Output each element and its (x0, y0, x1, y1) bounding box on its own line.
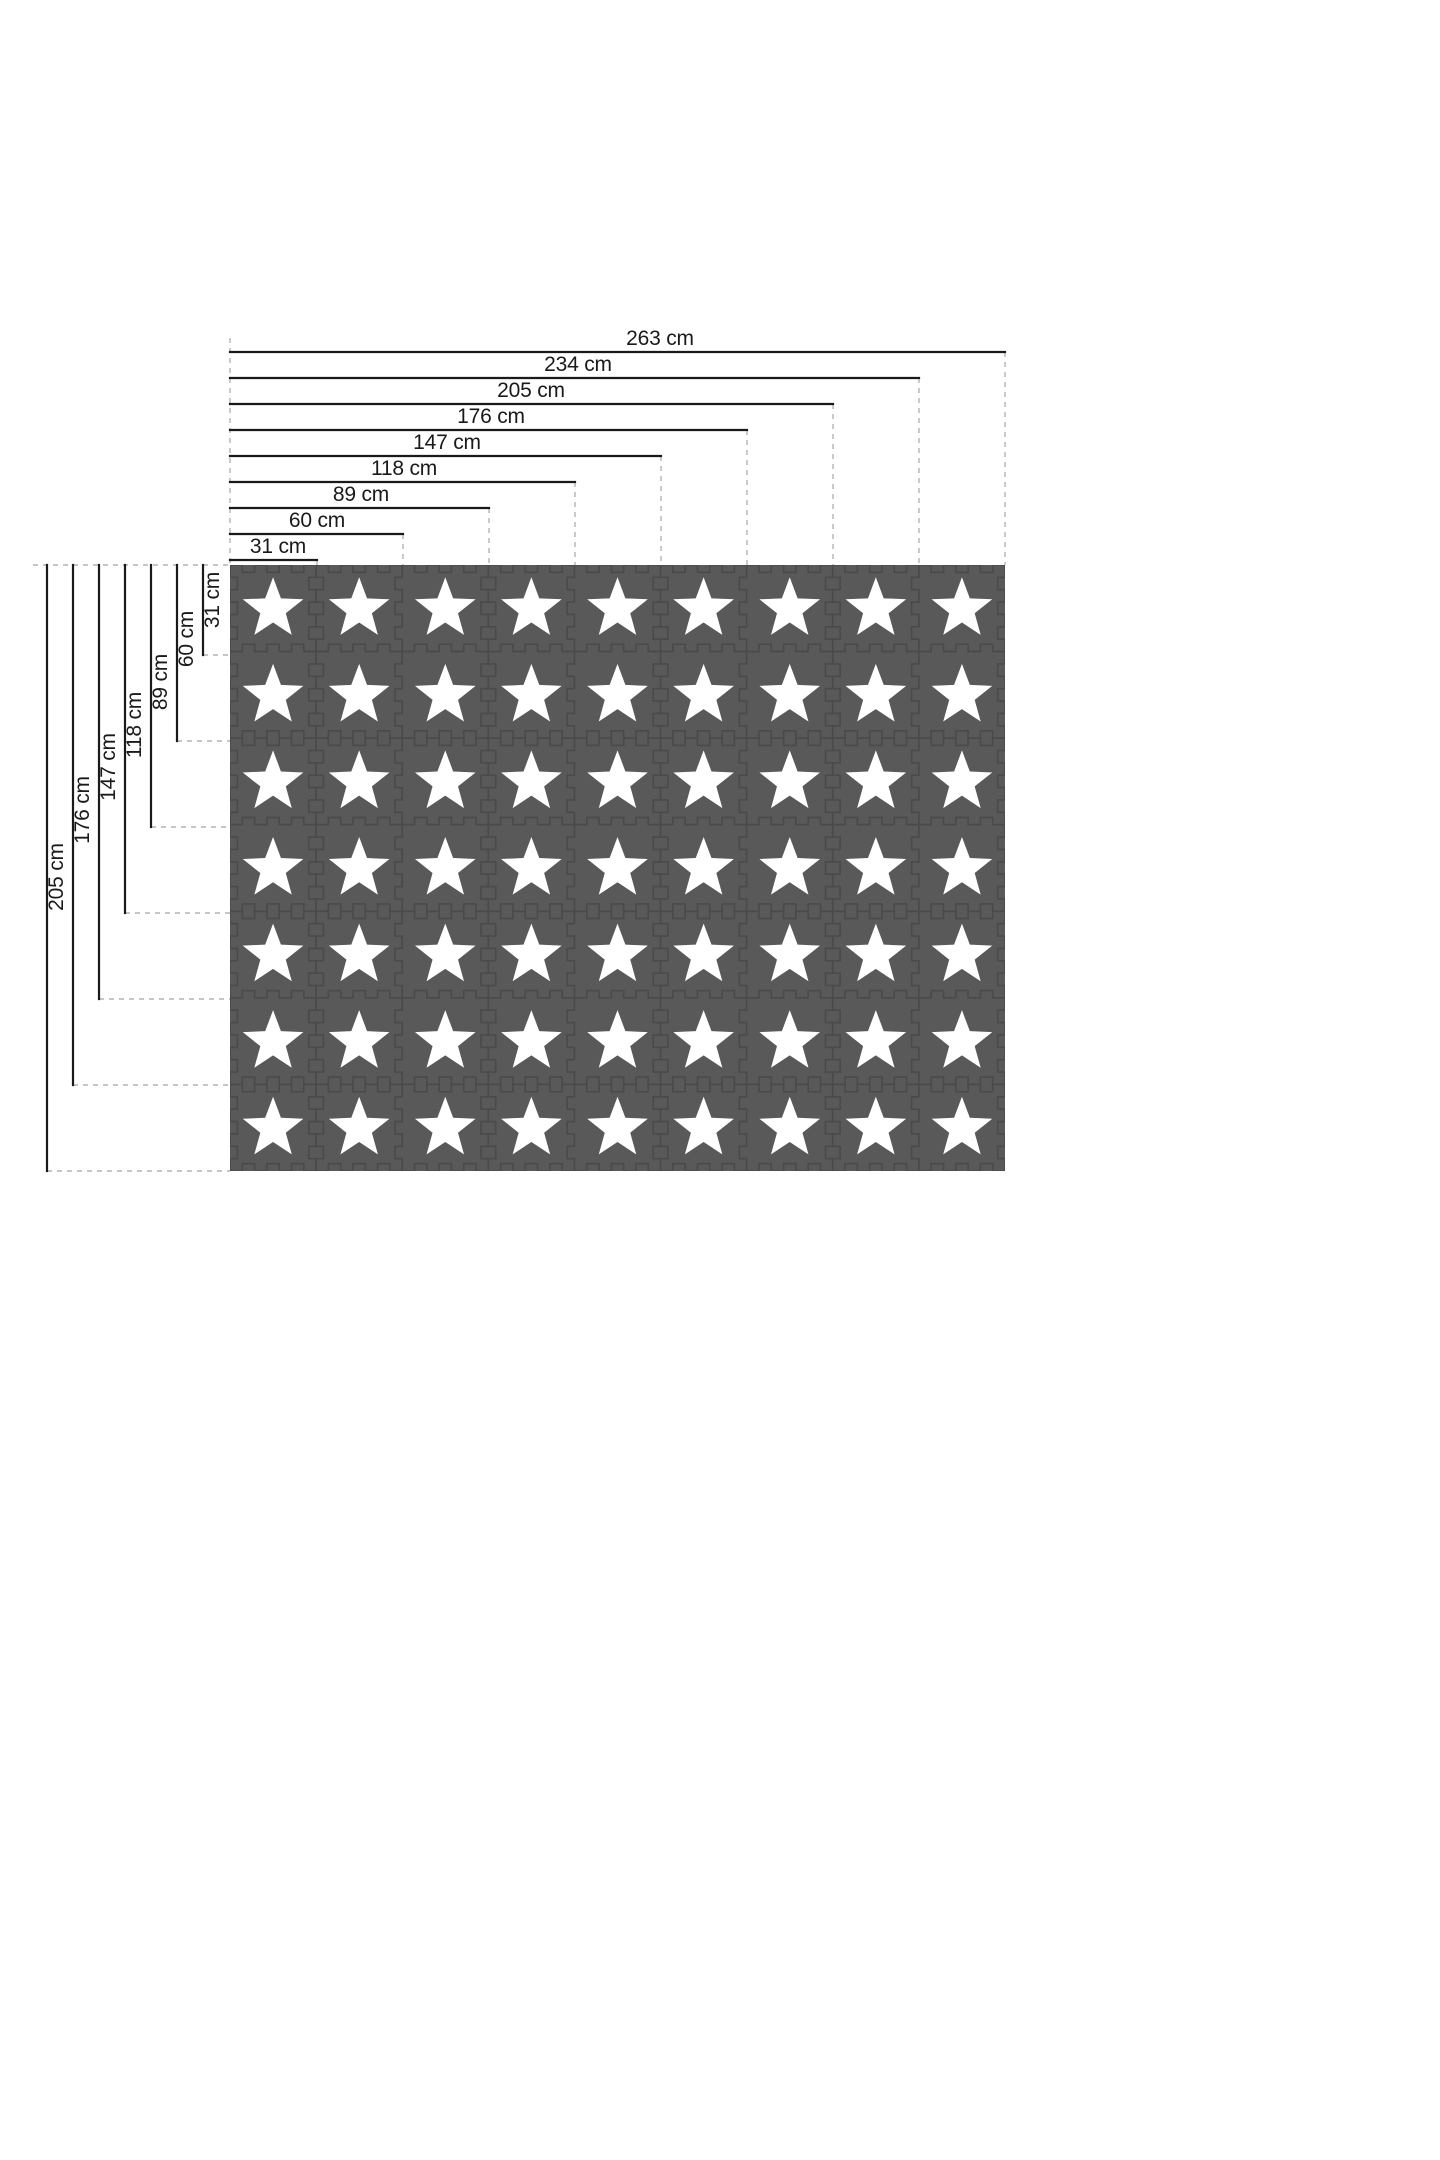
h-dim-label-234: 234 cm (544, 353, 612, 376)
h-dim-label-118: 118 cm (371, 457, 437, 480)
h-dim-label-263: 263 cm (626, 327, 694, 350)
h-dim-label-89: 89 cm (333, 483, 389, 506)
v-dim-label-60: 60 cm (175, 611, 198, 667)
horizontal-dimension-lines (228, 350, 1007, 562)
h-dim-label-60: 60 cm (289, 509, 345, 532)
v-dim-label-31: 31 cm (201, 572, 224, 628)
v-dim-label-176: 176 cm (71, 776, 94, 844)
horizontal-dimension-labels: 263 cm 234 cm 205 cm 176 cm 147 cm 118 cm 89 c… (250, 327, 694, 558)
v-dim-label-205: 205 cm (45, 843, 68, 911)
h-dim-label-147: 147 cm (413, 431, 481, 454)
v-dim-label-118: 118 cm (123, 692, 146, 758)
h-dim-label-176: 176 cm (457, 405, 525, 428)
v-dim-label-147: 147 cm (97, 733, 120, 801)
v-dim-label-89: 89 cm (149, 654, 172, 710)
h-dim-label-205: 205 cm (497, 379, 565, 402)
vertical-dimension-lines (45, 563, 205, 1173)
puzzle-mat (230, 565, 1005, 1171)
h-dim-label-31: 31 cm (250, 535, 306, 558)
extension-lines (33, 338, 1006, 1172)
